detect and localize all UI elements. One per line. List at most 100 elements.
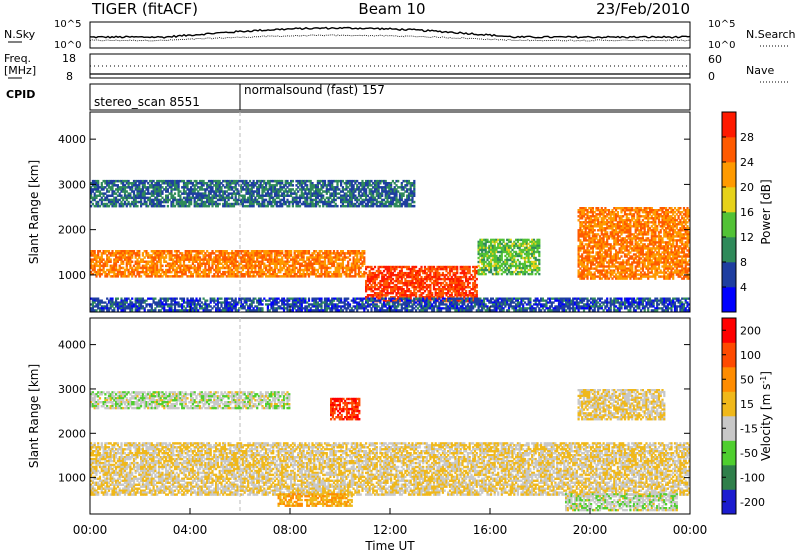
power-echo-cell — [122, 198, 125, 202]
power-echo-cell — [116, 250, 119, 253]
freq-tick-top: 18 — [62, 52, 76, 65]
power-echo-cell — [447, 271, 450, 275]
power-echo-cell — [213, 262, 216, 265]
power-echo-cell — [523, 260, 527, 264]
power-echo-cell — [636, 207, 639, 210]
power-echo-cell — [347, 262, 350, 265]
power-echo-cell — [388, 269, 391, 273]
power-echo-cell — [173, 275, 177, 278]
power-echo-cell — [606, 275, 609, 278]
power-echo-cell — [461, 292, 464, 295]
power-echo-cell — [647, 207, 650, 210]
power-echo-cell — [220, 273, 223, 276]
power-echo-cell — [284, 273, 287, 276]
power-echo-cell — [643, 233, 646, 236]
power-echo-cell — [654, 223, 657, 226]
power-echo-cell — [407, 265, 411, 269]
power-echo-cell — [604, 221, 607, 224]
power-echo-cell — [443, 265, 446, 269]
power-echo-cell — [216, 273, 219, 276]
power-echo-cell — [666, 255, 669, 258]
power-echo-cell — [609, 259, 612, 262]
power-echo-cell — [98, 268, 102, 272]
power-echo-cell — [668, 215, 671, 218]
power-echo-cell — [116, 273, 119, 276]
power-echo-cell — [659, 243, 662, 246]
power-echo-cell — [452, 279, 455, 283]
power-echo-cell — [684, 229, 687, 232]
power-echo-cell — [145, 200, 148, 204]
power-echo-cell — [538, 254, 541, 258]
power-echo-cell — [661, 271, 664, 274]
power-echo-cell — [688, 211, 691, 214]
power-echo-cell — [150, 202, 153, 206]
power-echo-cell — [448, 286, 452, 289]
power-echo-cell — [598, 263, 602, 266]
power-echo-cell — [318, 252, 321, 255]
power-echo-cell — [140, 200, 143, 204]
power-echo-cell — [509, 270, 512, 274]
power-echo-cell — [120, 196, 123, 200]
power-echo-cell — [340, 252, 343, 255]
power-echo-cell — [400, 273, 403, 277]
power-echo-cell — [650, 267, 653, 270]
power-echo-cell — [679, 245, 682, 248]
power-echo-cell — [204, 262, 207, 265]
power-echo-cell — [445, 283, 448, 287]
power-echo-cell — [109, 188, 112, 191]
power-echo-cell — [666, 275, 669, 278]
power-echo-cell — [93, 186, 96, 189]
power-echo-cell — [223, 273, 227, 276]
power-echo-cell — [527, 272, 530, 276]
power-echo-cell — [586, 239, 589, 242]
power-echo-cell — [213, 256, 216, 259]
power-echo-cell — [191, 266, 194, 270]
power-echo-cell — [307, 268, 311, 272]
power-echo-cell — [629, 275, 632, 278]
power-echo-cell — [406, 267, 409, 271]
power-echo-cell — [472, 275, 475, 279]
power-echo-cell — [152, 204, 155, 208]
power-echo-cell — [663, 211, 666, 214]
power-echo-cell — [422, 283, 425, 287]
power-echo-cell — [141, 260, 144, 263]
power-echo-cell — [681, 271, 684, 274]
power-echo-cell — [513, 256, 516, 260]
power-echo-cell — [377, 298, 380, 301]
power-echo-cell — [677, 217, 680, 220]
power-echo-cell — [195, 266, 198, 270]
power-echo-cell — [441, 294, 444, 297]
power-echo-cell — [197, 273, 200, 276]
power-echo-cell — [122, 184, 125, 187]
power-echo-cell — [598, 237, 602, 240]
power-echo-cell — [520, 268, 523, 272]
power-echo-cell — [156, 202, 159, 206]
power-echo-cell — [627, 273, 630, 276]
power-echo-cell — [413, 283, 416, 287]
power-echo-cell — [286, 260, 289, 263]
power-echo-cell — [463, 294, 466, 297]
power-echo-cell — [611, 223, 614, 226]
power-echo-cell — [500, 246, 503, 250]
power-echo-cell — [188, 252, 191, 255]
power-echo-cell — [170, 192, 173, 195]
power-echo-cell — [684, 227, 687, 230]
power-echo-cell — [381, 294, 384, 297]
power-echo-cell — [138, 182, 141, 185]
power-echo-cell — [523, 240, 527, 244]
power-echo-cell — [161, 264, 164, 268]
power-echo-cell — [684, 267, 687, 270]
power-echo-cell — [682, 275, 686, 278]
power-echo-cell — [148, 198, 152, 202]
power-echo-cell — [338, 262, 341, 265]
power-echo-cell — [357, 250, 361, 253]
power-echo-cell — [223, 270, 227, 274]
power-echo-cell — [266, 252, 269, 255]
power-echo-cell — [382, 269, 386, 273]
power-echo-cell — [154, 196, 157, 200]
power-echo-cell — [115, 184, 118, 187]
power-echo-cell — [450, 279, 453, 283]
power-echo-cell — [688, 249, 691, 252]
power-echo-cell — [668, 219, 671, 222]
power-echo-cell — [266, 275, 269, 278]
